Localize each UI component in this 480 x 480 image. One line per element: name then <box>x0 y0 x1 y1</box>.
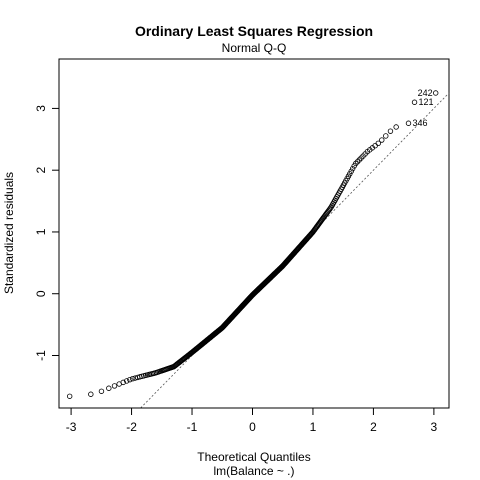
x-axis-sublabel: lm(Balance ~ .) <box>213 464 294 478</box>
outlier-point <box>411 99 418 105</box>
y-tick-label: 3 <box>34 105 48 112</box>
x-tick-label: 1 <box>310 420 317 434</box>
data-point <box>120 379 126 386</box>
data-point <box>387 128 394 134</box>
data-point <box>66 393 73 399</box>
y-tick-label: 2 <box>34 167 48 174</box>
data-point <box>348 168 354 174</box>
chart-subtitle: Normal Q-Q <box>222 41 287 55</box>
chart-title: Ordinary Least Squares Regression <box>135 23 373 39</box>
data-point <box>111 383 118 389</box>
data-point <box>124 378 130 384</box>
outlier-point <box>432 90 439 96</box>
data-point <box>106 385 112 391</box>
data-point <box>379 137 385 143</box>
data-point <box>327 205 334 211</box>
x-tick-label: 3 <box>431 420 438 434</box>
x-tick-label: 0 <box>249 420 256 434</box>
x-axis: -3 -2 -1 0 1 2 3 <box>66 407 438 434</box>
x-tick-label: -2 <box>126 420 137 434</box>
data-point <box>129 375 136 382</box>
x-tick-label: -3 <box>66 420 77 434</box>
data-point <box>375 140 381 147</box>
y-tick-label: 0 <box>34 290 48 297</box>
y-axis-label: Standardized residuals <box>2 172 16 294</box>
data-point <box>349 165 356 172</box>
data-points <box>66 90 439 399</box>
x-tick-label: 2 <box>370 420 377 434</box>
x-tick-label: -1 <box>187 420 198 434</box>
data-point <box>88 391 94 397</box>
plot-frame <box>58 58 450 409</box>
outlier-label: 121 <box>419 97 434 107</box>
data-point <box>393 124 399 130</box>
data-point <box>353 160 359 167</box>
data-point <box>127 376 133 383</box>
data-point <box>383 133 389 139</box>
data-point <box>354 159 361 165</box>
outlier-point <box>405 120 412 126</box>
outlier-label: 346 <box>412 118 427 128</box>
x-axis-label: Theoretical Quantiles <box>197 450 310 464</box>
outlier-label: 242 <box>418 88 433 98</box>
data-point <box>98 388 105 394</box>
y-tick-label: 1 <box>34 228 48 235</box>
y-tick-label: -1 <box>34 350 48 361</box>
y-axis: -1 0 1 2 3 <box>34 105 60 361</box>
